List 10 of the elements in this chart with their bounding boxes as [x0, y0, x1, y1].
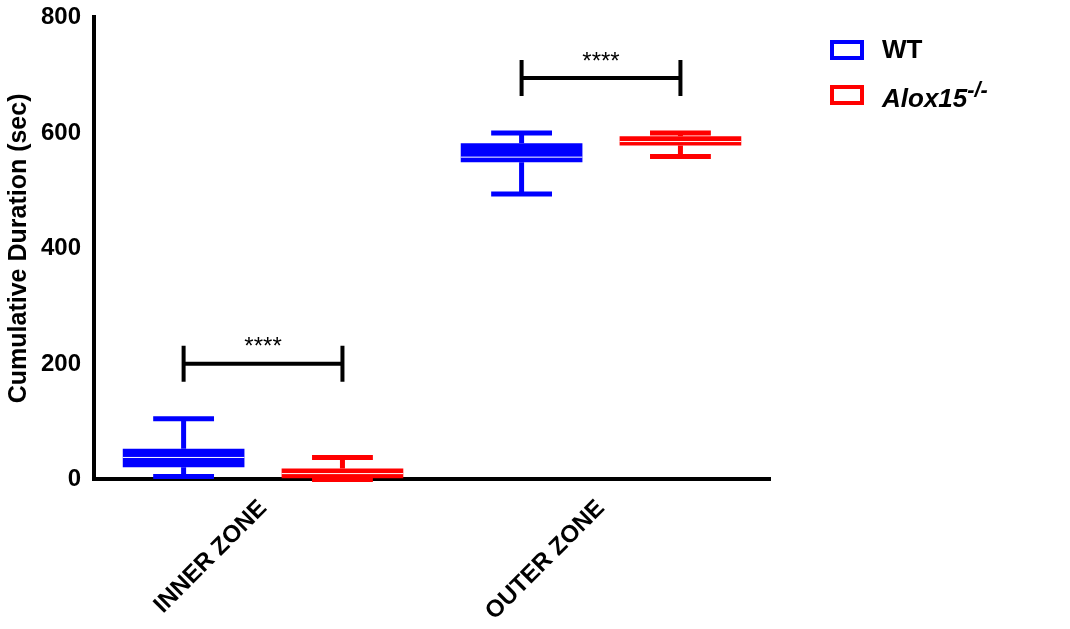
legend-label: Alox15$^{-/-}$ [882, 77, 988, 114]
y-tick-label: 200 [41, 348, 82, 376]
y-tick-label: 600 [41, 117, 82, 145]
legend-label: WT [882, 34, 923, 65]
annotation: **** [582, 46, 620, 74]
y-tick-label: 400 [41, 233, 82, 261]
y-axis-title: Cumulative Duration (sec) [2, 93, 31, 404]
y-tick-label: 0 [67, 464, 82, 492]
y-tick-label: 800 [41, 2, 82, 30]
annotation: **** [244, 332, 282, 360]
